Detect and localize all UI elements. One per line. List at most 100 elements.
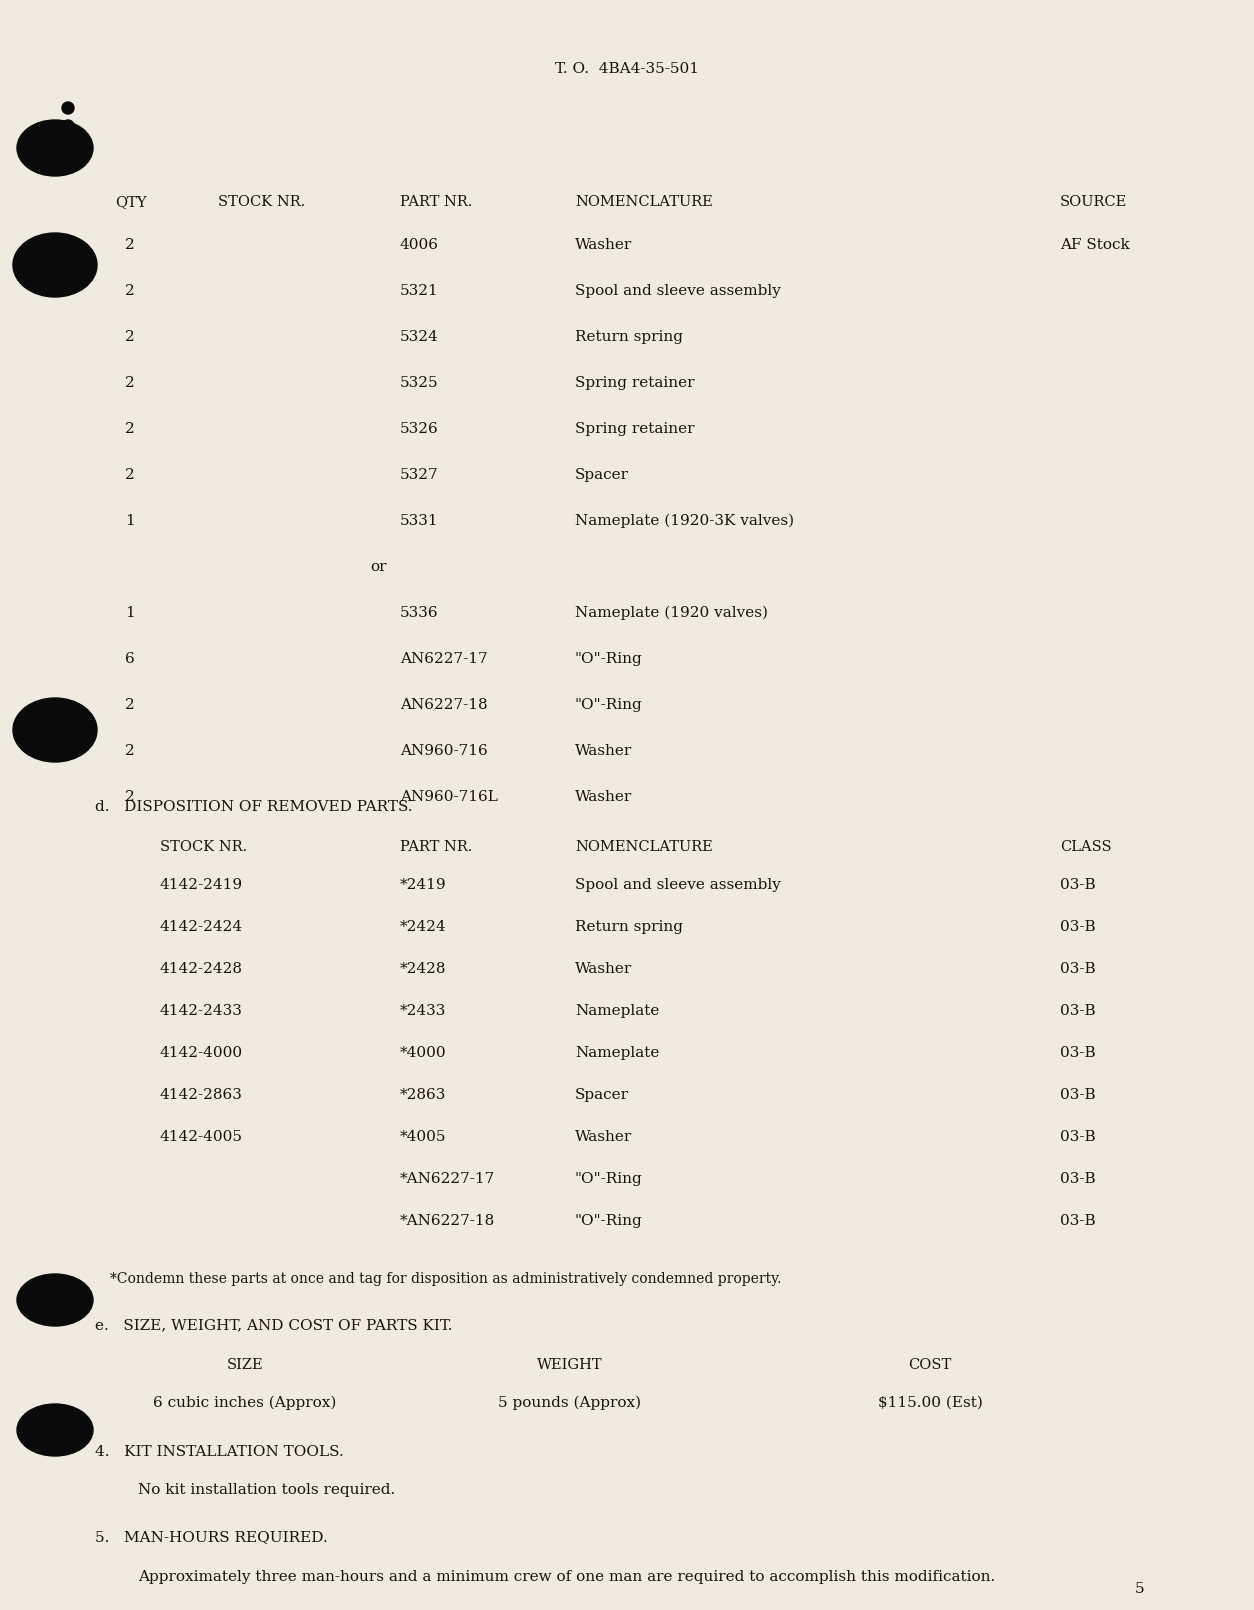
Text: NOMENCLATURE: NOMENCLATURE (576, 840, 712, 853)
Text: CLASS: CLASS (1060, 840, 1111, 853)
Text: NOMENCLATURE: NOMENCLATURE (576, 195, 712, 209)
Text: Spring retainer: Spring retainer (576, 422, 695, 436)
Text: No kit installation tools required.: No kit installation tools required. (138, 1483, 395, 1497)
Text: Spool and sleeve assembly: Spool and sleeve assembly (576, 877, 781, 892)
Text: 4.   KIT INSTALLATION TOOLS.: 4. KIT INSTALLATION TOOLS. (95, 1446, 344, 1459)
Text: 03-B: 03-B (1060, 1005, 1096, 1018)
Text: Return spring: Return spring (576, 330, 683, 345)
Text: Approximately three man-hours and a minimum crew of one man are required to acco: Approximately three man-hours and a mini… (138, 1570, 996, 1584)
Ellipse shape (13, 699, 97, 762)
Text: Nameplate (1920-3K valves): Nameplate (1920-3K valves) (576, 514, 794, 528)
Text: 03-B: 03-B (1060, 919, 1096, 934)
Text: 4142-4005: 4142-4005 (161, 1130, 243, 1145)
Text: 5326: 5326 (400, 422, 439, 436)
Text: *4000: *4000 (400, 1046, 446, 1059)
Text: 03-B: 03-B (1060, 877, 1096, 892)
Text: AN6227-18: AN6227-18 (400, 699, 488, 712)
Text: PART NR.: PART NR. (400, 840, 473, 853)
Text: T. O.  4BA4-35-501: T. O. 4BA4-35-501 (556, 63, 698, 76)
Text: 5: 5 (1135, 1583, 1145, 1596)
Text: 4142-2419: 4142-2419 (161, 877, 243, 892)
Text: 2: 2 (125, 422, 135, 436)
Text: STOCK NR.: STOCK NR. (161, 840, 247, 853)
Text: 03-B: 03-B (1060, 1172, 1096, 1187)
Ellipse shape (13, 233, 97, 296)
Text: *2428: *2428 (400, 963, 446, 976)
Text: PART NR.: PART NR. (400, 195, 473, 209)
Ellipse shape (18, 1274, 93, 1327)
Text: or: or (370, 560, 386, 575)
Text: *4005: *4005 (400, 1130, 446, 1145)
Text: 5.   MAN-HOURS REQUIRED.: 5. MAN-HOURS REQUIRED. (95, 1530, 327, 1544)
Text: Washer: Washer (576, 791, 632, 803)
Text: 2: 2 (125, 330, 135, 345)
Text: 5324: 5324 (400, 330, 439, 345)
Text: 4142-2433: 4142-2433 (161, 1005, 243, 1018)
Text: AN960-716L: AN960-716L (400, 791, 498, 803)
Text: QTY: QTY (115, 195, 147, 209)
Text: 4142-2863: 4142-2863 (161, 1088, 243, 1101)
Text: 5331: 5331 (400, 514, 439, 528)
Circle shape (61, 101, 74, 114)
Text: AN6227-17: AN6227-17 (400, 652, 488, 667)
Text: 4006: 4006 (400, 238, 439, 253)
Text: 6 cubic inches (Approx): 6 cubic inches (Approx) (153, 1396, 336, 1410)
Text: Washer: Washer (576, 963, 632, 976)
Text: *AN6227-17: *AN6227-17 (400, 1172, 495, 1187)
Text: 4142-2428: 4142-2428 (161, 963, 243, 976)
Text: AF Stock: AF Stock (1060, 238, 1130, 253)
Text: 2: 2 (125, 469, 135, 481)
Text: "O"-Ring: "O"-Ring (576, 699, 643, 712)
Text: 2: 2 (125, 699, 135, 712)
Text: *2419: *2419 (400, 877, 446, 892)
Circle shape (61, 121, 74, 132)
Text: *AN6227-18: *AN6227-18 (400, 1214, 495, 1228)
Text: 2: 2 (125, 791, 135, 803)
Text: Spacer: Spacer (576, 1088, 630, 1101)
Text: 5336: 5336 (400, 605, 439, 620)
Text: 4142-4000: 4142-4000 (161, 1046, 243, 1059)
Text: 2: 2 (125, 377, 135, 390)
Text: Spool and sleeve assembly: Spool and sleeve assembly (576, 283, 781, 298)
Text: Nameplate: Nameplate (576, 1005, 660, 1018)
Text: "O"-Ring: "O"-Ring (576, 1214, 643, 1228)
Text: 5 pounds (Approx): 5 pounds (Approx) (498, 1396, 642, 1410)
Text: 2: 2 (125, 744, 135, 758)
Text: 03-B: 03-B (1060, 1088, 1096, 1101)
Text: SIZE: SIZE (227, 1357, 263, 1372)
Text: 03-B: 03-B (1060, 1214, 1096, 1228)
Text: Nameplate: Nameplate (576, 1046, 660, 1059)
Ellipse shape (18, 1404, 93, 1455)
Text: AN960-716: AN960-716 (400, 744, 488, 758)
Ellipse shape (18, 121, 93, 175)
Text: 4142-2424: 4142-2424 (161, 919, 243, 934)
Text: 2: 2 (125, 283, 135, 298)
Text: WEIGHT: WEIGHT (537, 1357, 603, 1372)
Text: "O"-Ring: "O"-Ring (576, 1172, 643, 1187)
Text: "O"-Ring: "O"-Ring (576, 652, 643, 667)
Text: *2433: *2433 (400, 1005, 446, 1018)
Text: COST: COST (908, 1357, 952, 1372)
Text: 03-B: 03-B (1060, 1046, 1096, 1059)
Text: d.   DISPOSITION OF REMOVED PARTS.: d. DISPOSITION OF REMOVED PARTS. (95, 800, 413, 815)
Text: STOCK NR.: STOCK NR. (218, 195, 305, 209)
Text: 5327: 5327 (400, 469, 439, 481)
Text: 1: 1 (125, 605, 135, 620)
Text: *2424: *2424 (400, 919, 446, 934)
Text: Nameplate (1920 valves): Nameplate (1920 valves) (576, 605, 767, 620)
Text: 03-B: 03-B (1060, 963, 1096, 976)
Text: 6: 6 (125, 652, 135, 667)
Text: Return spring: Return spring (576, 919, 683, 934)
Text: 5325: 5325 (400, 377, 439, 390)
Text: Washer: Washer (576, 238, 632, 253)
Text: $115.00 (Est): $115.00 (Est) (878, 1396, 982, 1410)
Text: Washer: Washer (576, 744, 632, 758)
Text: 03-B: 03-B (1060, 1130, 1096, 1145)
Text: *2863: *2863 (400, 1088, 446, 1101)
Text: Spacer: Spacer (576, 469, 630, 481)
Text: SOURCE: SOURCE (1060, 195, 1127, 209)
Text: 1: 1 (125, 514, 135, 528)
Text: 2: 2 (125, 238, 135, 253)
Text: Spring retainer: Spring retainer (576, 377, 695, 390)
Text: 5321: 5321 (400, 283, 439, 298)
